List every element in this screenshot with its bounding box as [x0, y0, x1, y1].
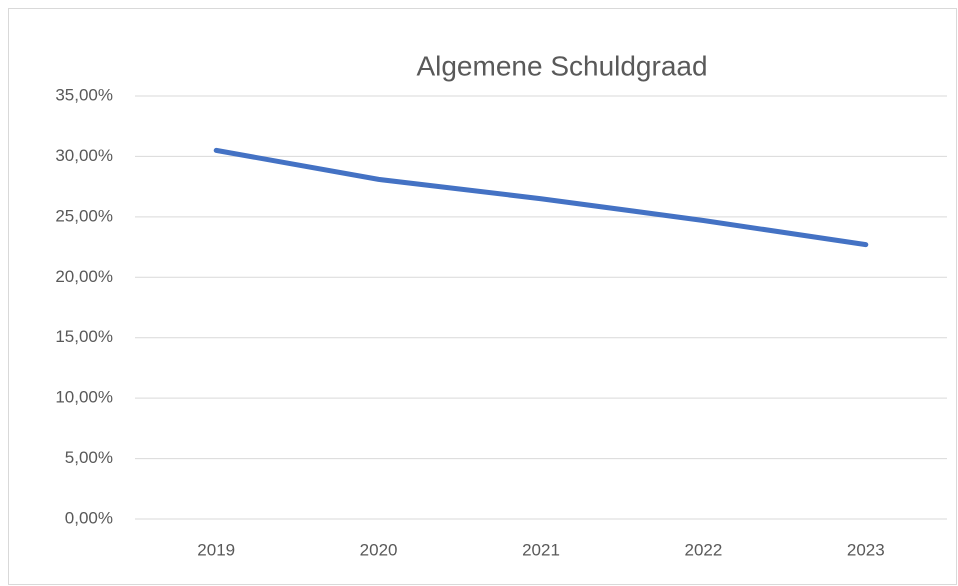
data-line: [213, 147, 869, 248]
y-tick-label: 0,00%: [65, 508, 113, 527]
y-tick-label: 20,00%: [55, 267, 113, 286]
chart-border: [8, 8, 957, 585]
x-tick-label: 2020: [360, 540, 398, 559]
y-tick-label: 30,00%: [55, 146, 113, 165]
x-tick-label: 2022: [684, 540, 722, 559]
chart-title: Algemene Schuldgraad: [416, 50, 707, 81]
x-tick-label: 2023: [847, 540, 885, 559]
x-tick-label: 2019: [197, 540, 235, 559]
y-tick-label: 35,00%: [55, 85, 113, 104]
y-tick-label: 15,00%: [55, 327, 113, 346]
x-tick-label: 2021: [522, 540, 560, 559]
y-tick-label: 5,00%: [65, 448, 113, 467]
y-tick-label: 25,00%: [55, 206, 113, 225]
y-tick-label: 10,00%: [55, 388, 113, 407]
